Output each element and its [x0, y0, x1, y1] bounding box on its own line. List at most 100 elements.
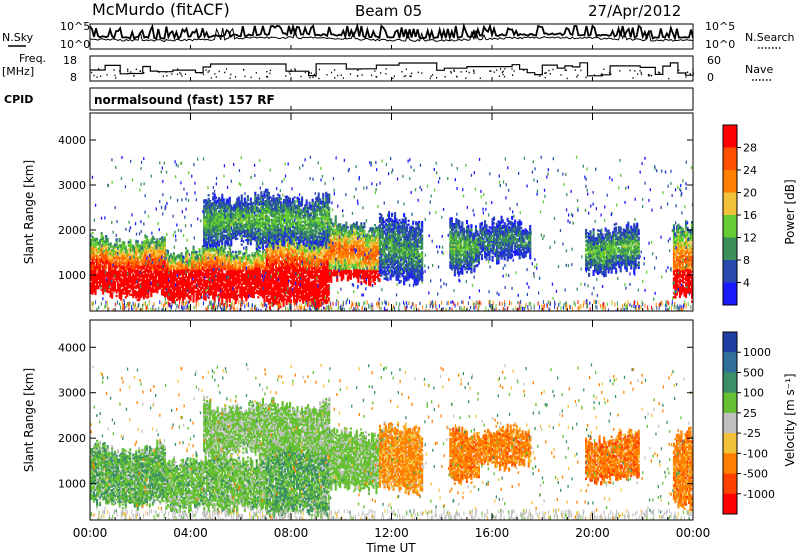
data-cell [263, 298, 266, 301]
data-cell [151, 282, 154, 286]
data-cell [305, 252, 308, 255]
data-cell [240, 290, 243, 293]
data-cell [345, 270, 348, 274]
data-cell [165, 258, 168, 261]
data-cell [346, 250, 349, 253]
data-cell [352, 275, 355, 278]
data-cell [118, 262, 121, 265]
data-cell [361, 259, 365, 263]
data-cell [331, 237, 334, 240]
data-cell [192, 281, 195, 284]
data-cell [183, 272, 186, 276]
data-cell [277, 250, 281, 253]
data-cell [258, 269, 261, 272]
data-cell [375, 275, 378, 279]
data-cell [296, 243, 299, 246]
data-cell [177, 272, 180, 276]
data-cell [299, 286, 302, 289]
data-cell [230, 259, 233, 263]
data-cell [112, 275, 115, 278]
data-cell [111, 264, 114, 267]
data-cell [175, 279, 179, 283]
data-cell [231, 254, 234, 257]
data-cell [249, 272, 252, 275]
data-cell [115, 291, 118, 294]
data-cell [221, 253, 224, 256]
data-cell [308, 257, 311, 260]
data-cell [210, 275, 213, 278]
data-cell [351, 225, 354, 228]
noise-search-label: N.Search [745, 31, 795, 44]
data-cell [260, 279, 263, 282]
data-cell [302, 267, 305, 270]
data-cell [302, 271, 305, 274]
data-cell [157, 287, 160, 290]
data-cell [182, 265, 185, 268]
data-cell [139, 265, 142, 269]
data-cell [200, 294, 203, 297]
data-cell [300, 248, 303, 251]
data-cell [361, 239, 365, 242]
data-cell [312, 297, 315, 300]
data-cell [300, 267, 303, 270]
data-cell [309, 257, 312, 260]
data-cell [276, 301, 279, 304]
data-cell [330, 225, 333, 229]
data-cell [142, 259, 145, 262]
data-cell [121, 261, 124, 265]
data-cell [228, 266, 231, 269]
data-cell [271, 268, 275, 271]
data-cell [273, 289, 276, 292]
data-cell [234, 271, 237, 274]
data-cell [100, 271, 103, 275]
data-cell [204, 251, 207, 254]
data-cell [243, 267, 246, 270]
data-cell [355, 238, 358, 241]
data-cell [136, 246, 139, 249]
data-cell [373, 252, 377, 255]
data-cell [296, 285, 299, 288]
data-cell [233, 276, 236, 280]
data-cell [254, 291, 257, 294]
data-cell [163, 236, 167, 239]
data-cell [349, 270, 352, 273]
data-cell [171, 276, 174, 279]
data-cell [192, 260, 195, 264]
data-cell [261, 292, 265, 295]
data-cell [373, 235, 377, 238]
data-cell [285, 263, 288, 266]
data-cell [91, 262, 94, 265]
data-cell [162, 242, 165, 245]
data-cell [240, 270, 243, 273]
data-cell [230, 273, 233, 276]
data-cell [154, 252, 157, 255]
data-cell [282, 246, 285, 249]
data-cell [145, 273, 148, 276]
data-cell [305, 292, 308, 295]
data-cell [115, 274, 118, 277]
data-cell [372, 261, 375, 264]
data-cell [333, 232, 336, 236]
data-cell [123, 264, 126, 267]
data-cell [130, 283, 133, 287]
data-cell [182, 274, 185, 277]
data-cell [194, 265, 197, 269]
data-cell [215, 286, 218, 289]
data-cell [215, 250, 218, 253]
data-cell [114, 250, 117, 254]
data-cell [206, 283, 209, 286]
data-cell [135, 249, 138, 252]
data-cell [320, 266, 323, 269]
data-cell [100, 281, 103, 284]
data-cell [102, 265, 105, 269]
data-cell [233, 292, 236, 295]
data-cell [306, 268, 309, 271]
data-cell [361, 231, 365, 234]
data-cell [237, 282, 240, 285]
data-cell [334, 262, 337, 265]
data-cell [169, 285, 173, 288]
data-cell [346, 271, 349, 274]
data-cell [300, 271, 303, 274]
data-cell [243, 288, 246, 291]
data-cell [219, 292, 222, 295]
